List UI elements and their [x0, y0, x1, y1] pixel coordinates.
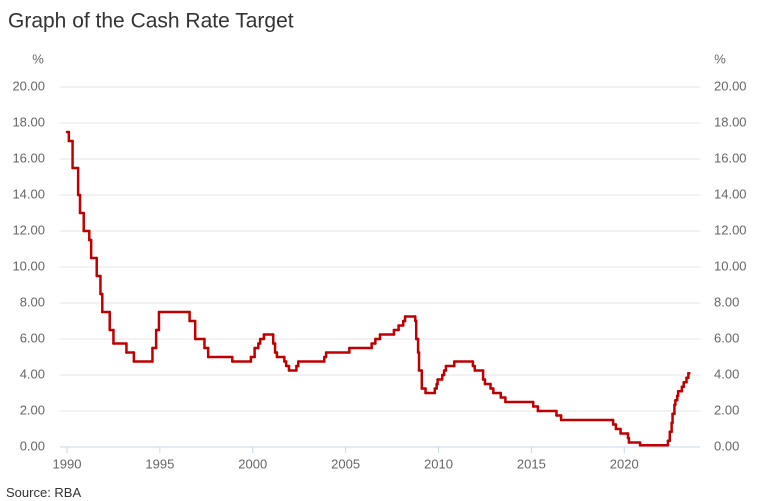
y2-tick-label: 2.00 [714, 402, 739, 417]
y2-tick-label: 6.00 [714, 330, 739, 345]
y2-tick-label: 16.00 [714, 150, 747, 165]
chart-title: Graph of the Cash Rate Target [8, 10, 294, 33]
y-tick-label: 6.00 [20, 330, 45, 345]
y2-tick-label: 14.00 [714, 186, 747, 201]
x-tick-label: 2000 [238, 456, 267, 471]
x-tick-label: 2005 [331, 456, 360, 471]
y2-tick-label: 4.00 [714, 366, 739, 381]
y2-tick-label: 0.00 [714, 438, 739, 453]
source-note: Source: RBA [6, 485, 81, 500]
y-tick-label: 10.00 [12, 258, 45, 273]
x-tick-label: 2015 [517, 456, 546, 471]
y-axis-unit: % [32, 51, 44, 66]
y2-tick-label: 18.00 [714, 114, 747, 129]
y-tick-label: 0.00 [20, 438, 45, 453]
y2-tick-label: 8.00 [714, 294, 739, 309]
y-tick-label: 20.00 [12, 78, 45, 93]
y2-axis-unit: % [714, 51, 726, 66]
y-tick-label: 8.00 [20, 294, 45, 309]
y-tick-label: 4.00 [20, 366, 45, 381]
y2-tick-label: 12.00 [714, 222, 747, 237]
y2-tick-label: 20.00 [714, 78, 747, 93]
y-tick-label: 2.00 [20, 402, 45, 417]
x-tick-label: 1995 [145, 456, 174, 471]
x-tick-label: 1990 [53, 456, 82, 471]
x-tick-label: 2010 [424, 456, 453, 471]
y-tick-label: 14.00 [12, 186, 45, 201]
y-tick-label: 12.00 [12, 222, 45, 237]
y2-tick-label: 10.00 [714, 258, 747, 273]
y-tick-label: 16.00 [12, 150, 45, 165]
y-tick-label: 18.00 [12, 114, 45, 129]
x-tick-label: 2020 [610, 456, 639, 471]
